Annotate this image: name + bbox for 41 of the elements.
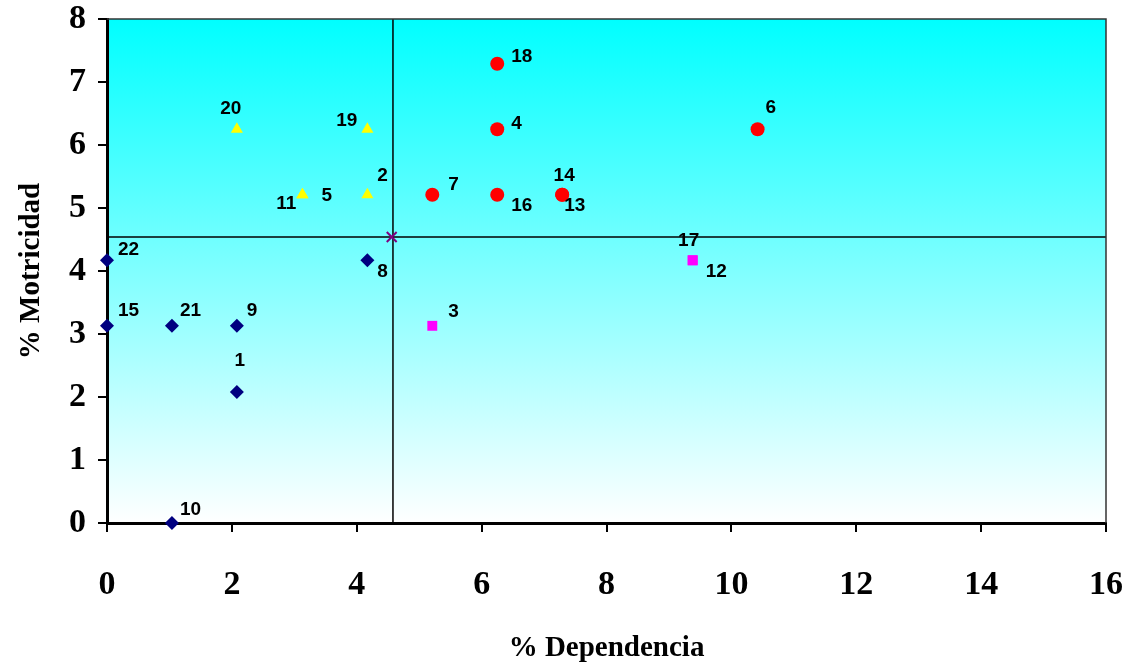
x-tick-label: 16 — [1089, 564, 1123, 602]
y-tick-label: 4 — [69, 249, 86, 287]
y-tick-label: 7 — [69, 60, 86, 98]
annotation: 19 — [336, 109, 358, 131]
annotation: 9 — [246, 299, 258, 321]
y-tick-label: 5 — [69, 186, 86, 224]
y-tick-label: 3 — [69, 312, 86, 350]
x-tick-label: 10 — [714, 564, 749, 602]
annotation: 2 — [377, 164, 388, 185]
annotation: 22 — [118, 237, 140, 259]
x-tick-label: 4 — [348, 564, 366, 602]
annotation: 16 — [511, 194, 533, 215]
x-tick-label: 6 — [473, 564, 491, 602]
y-tick-label: 1 — [69, 438, 86, 476]
annotation: 18 — [511, 44, 533, 66]
annotation: 6 — [765, 96, 777, 118]
annotation: 13 — [564, 194, 586, 215]
y-axis-title: % Motricidad — [12, 182, 45, 360]
annotation: 3 — [448, 300, 459, 322]
annotation: 7 — [448, 173, 459, 194]
x-tick-label: 12 — [839, 564, 874, 602]
annotation: 20 — [220, 97, 242, 119]
annotation: 4 — [511, 112, 523, 134]
annotation: 8 — [377, 259, 388, 281]
x-tick-label: 2 — [223, 564, 241, 602]
annotation: 21 — [179, 299, 202, 321]
x-tick-label: 8 — [598, 564, 615, 602]
annotation: 14 — [553, 164, 576, 185]
annotation: 10 — [179, 498, 202, 520]
y-tick-label: 2 — [69, 375, 86, 413]
annotation: 15 — [118, 299, 140, 321]
annotation: 11 — [276, 192, 297, 213]
annotation: 1 — [234, 349, 246, 371]
x-tick-label: 0 — [98, 564, 116, 602]
annotation: 5 — [321, 184, 333, 205]
x-axis-title: % Dependencia — [508, 630, 705, 663]
x-tick-label: 14 — [964, 564, 999, 602]
y-tick-label: 8 — [69, 0, 86, 35]
y-tick-label: 0 — [69, 501, 86, 539]
annotation: 12 — [705, 259, 727, 281]
y-tick-label: 6 — [69, 123, 86, 161]
